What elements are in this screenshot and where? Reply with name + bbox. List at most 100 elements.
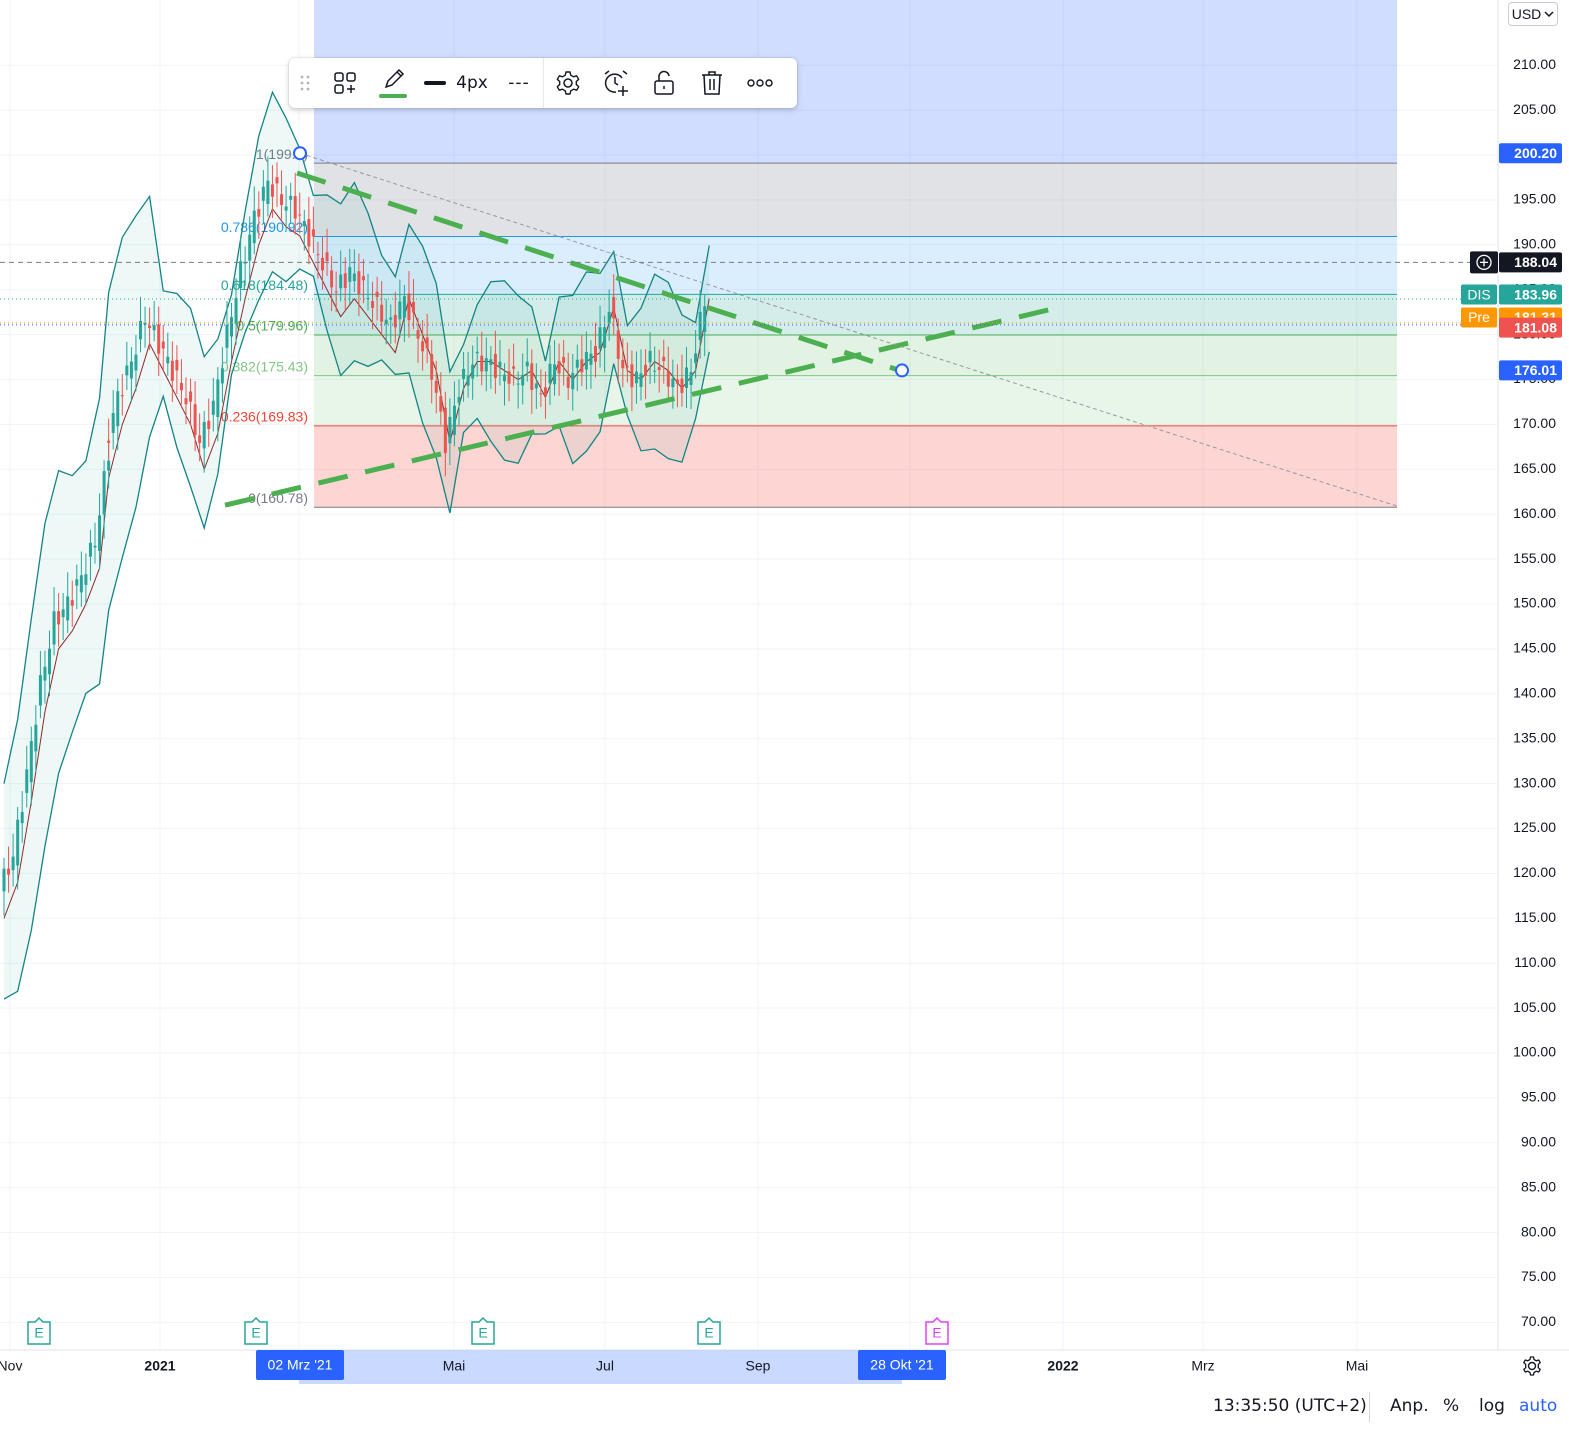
price-tick-label: 80.00 (1521, 1223, 1556, 1239)
candle-body (111, 413, 115, 433)
candle-body (698, 311, 702, 341)
axis-settings-button[interactable] (1523, 1356, 1541, 1376)
settings-button[interactable] (544, 58, 592, 108)
candle-body (539, 393, 543, 395)
candle-body (129, 361, 133, 379)
price-tick-label: 125.00 (1513, 819, 1556, 835)
drawing-toolbar: 4px --- (289, 58, 797, 108)
price-label-text: 183.96 (1514, 286, 1557, 302)
candle-body (575, 359, 579, 368)
candle-body (93, 545, 97, 548)
candle-body (421, 341, 425, 352)
candle-body (412, 301, 415, 313)
price-tick-label: 95.00 (1521, 1089, 1556, 1105)
earnings-icon (471, 1316, 495, 1345)
candle-body (366, 298, 370, 300)
line-style-label: --- (508, 73, 530, 93)
candle-body (20, 812, 24, 824)
candle-body (143, 322, 147, 325)
candle-body (603, 327, 607, 349)
earnings-marker[interactable]: E (244, 1316, 268, 1345)
drag-handle[interactable] (289, 58, 321, 108)
price-tick-label: 165.00 (1513, 460, 1556, 476)
fib-zone (314, 163, 1397, 237)
adjust-toggle[interactable]: Anp. (1390, 1396, 1429, 1416)
price-tick-label: 155.00 (1513, 550, 1556, 566)
gear-icon (556, 71, 580, 95)
candle-body (498, 361, 502, 367)
price-tick-label: 115.00 (1514, 909, 1556, 925)
candle-body (157, 324, 161, 354)
candle-body (525, 361, 529, 367)
candle-body (61, 609, 65, 618)
currency-dropdown[interactable]: USD (1508, 2, 1558, 26)
candle-body (25, 769, 29, 793)
plus-icon (1480, 258, 1488, 267)
candle-body (152, 325, 156, 331)
line-style-button[interactable]: --- (495, 58, 543, 108)
earnings-label: E (251, 1325, 260, 1341)
candle-body (275, 177, 279, 184)
candle-body (257, 209, 261, 217)
candle-body (398, 301, 402, 320)
templates-icon (334, 72, 356, 94)
log-toggle[interactable]: log (1479, 1396, 1505, 1416)
candle-body (493, 353, 497, 379)
price-label-text: 176.01 (1514, 362, 1557, 378)
candle-body (352, 273, 356, 282)
percent-toggle[interactable]: % (1443, 1396, 1460, 1416)
unlock-icon (654, 70, 674, 95)
candle-body (361, 276, 365, 281)
candle-body (316, 254, 320, 256)
alarm-add-icon (604, 70, 628, 96)
line-color-button[interactable] (369, 58, 417, 108)
fib-level-label: 0.236(169.83) (221, 409, 308, 425)
candle-body (284, 206, 288, 211)
trash-icon (702, 71, 722, 95)
triangle-upper-line (296, 170, 901, 373)
time-label-end-bg (858, 1350, 946, 1380)
candle-body (179, 382, 183, 391)
templates-button[interactable] (321, 58, 369, 108)
lock-button[interactable] (640, 58, 688, 108)
price-lines (0, 261, 1498, 326)
earnings-marker[interactable]: E (925, 1316, 949, 1345)
earnings-marker[interactable]: E (471, 1316, 495, 1345)
fib-zone (314, 294, 1397, 335)
earnings-label: E (34, 1325, 43, 1341)
pencil-icon (379, 68, 407, 98)
earnings-icon (244, 1316, 268, 1345)
candle-body (321, 257, 324, 271)
more-button[interactable] (736, 58, 784, 108)
candle-body (616, 330, 620, 359)
candle-body (252, 210, 256, 244)
add-alert-button[interactable] (592, 58, 640, 108)
delete-button[interactable] (688, 58, 736, 108)
candle-body (293, 196, 297, 219)
plus-circle-icon (1476, 254, 1492, 271)
add-level-button[interactable] (1470, 251, 1498, 274)
earnings-marker[interactable]: E (697, 1316, 721, 1345)
price-label: 176.01 (1499, 360, 1562, 381)
candle-body (280, 194, 284, 206)
candle-body (107, 460, 111, 471)
candle-body (302, 221, 306, 227)
candle-body (207, 420, 211, 430)
candle-body (357, 271, 361, 294)
anchor-handle (293, 146, 307, 161)
candle-body (170, 360, 174, 381)
candle-body (343, 273, 347, 289)
candle-body (334, 291, 338, 293)
price-tick-label: 90.00 (1521, 1134, 1556, 1150)
candle-body (562, 356, 566, 363)
price-tick-label: 85.00 (1521, 1178, 1556, 1194)
candle-body (139, 320, 142, 340)
auto-toggle[interactable]: auto (1519, 1396, 1558, 1416)
candle-body (471, 364, 475, 379)
earnings-marker[interactable]: E (27, 1316, 51, 1345)
line-width-button[interactable]: 4px (417, 58, 495, 108)
clock-display[interactable]: 13:35:50 (UTC+2) (1213, 1396, 1367, 1416)
price-label-prefix-bg (1461, 284, 1497, 305)
candle-body (2, 868, 6, 892)
